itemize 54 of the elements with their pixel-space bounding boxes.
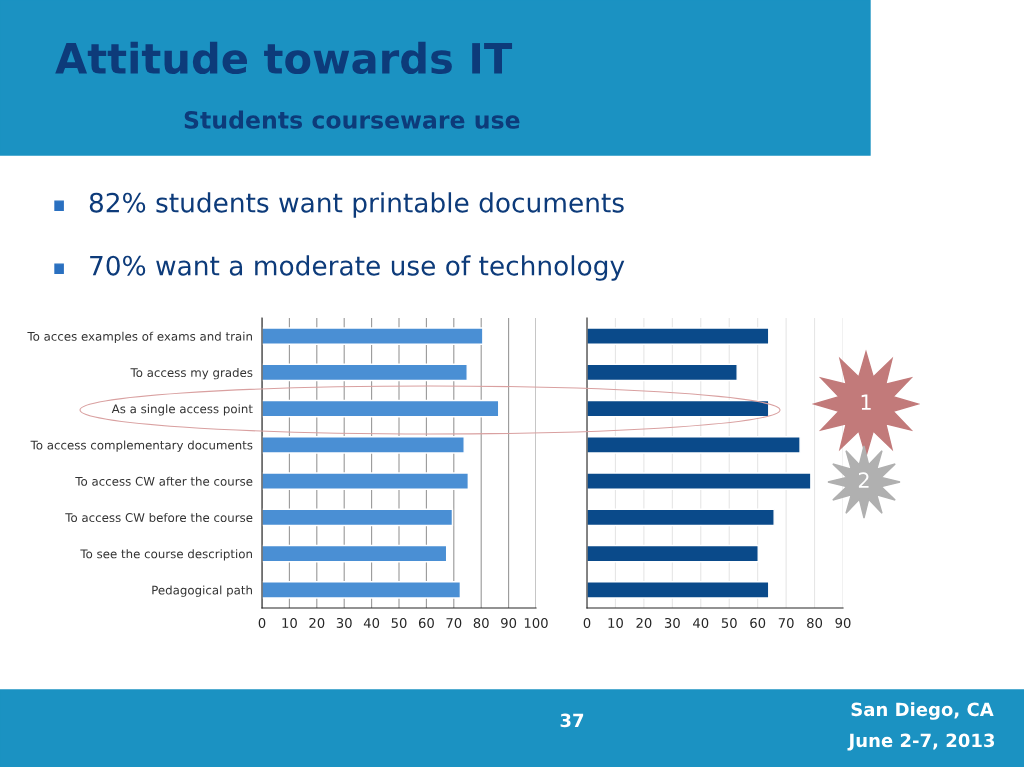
x-tick-label: 90 (501, 617, 517, 628)
bar (262, 508, 454, 527)
y-tick-label: To see the course description (80, 549, 252, 561)
bar (262, 472, 470, 490)
x-tick-label: 70 (446, 617, 462, 628)
x-tick-label: 80 (473, 617, 489, 628)
x-tick-label: 10 (608, 617, 623, 628)
bar (262, 581, 462, 599)
x-tick-label: 70 (778, 617, 794, 628)
bar (587, 399, 770, 418)
x-tick-label: 0 (583, 617, 591, 628)
bar (587, 327, 770, 345)
x-tick-label: 60 (750, 617, 766, 628)
y-tick-label: Pedagogical path (152, 585, 252, 597)
x-tick-label: 100 (524, 617, 548, 628)
x-tick-label: 30 (664, 617, 680, 628)
bar (587, 544, 759, 563)
text: 2 (858, 472, 869, 488)
text: 37 (560, 713, 584, 728)
x-tick-label: 10 (282, 617, 297, 628)
bar (587, 472, 812, 490)
x-tick-label: 0 (258, 617, 266, 628)
bar (262, 399, 500, 418)
x-tick-label: 30 (336, 617, 352, 628)
y-tick-label: To access CW before the course (65, 512, 253, 523)
text: 70% want a moderate use of technology (90, 255, 625, 281)
bar (587, 508, 775, 527)
x-tick-label: 20 (309, 617, 325, 628)
bar (262, 436, 465, 454)
y-tick-label: As a single access point (111, 404, 253, 416)
bar (587, 363, 738, 382)
y-tick-label: To access CW after the course (75, 476, 253, 486)
x-tick-label: 90 (835, 617, 851, 628)
text: June 2-7, 2013 (847, 733, 995, 751)
chart-title: Attitude towards IT (55, 41, 513, 75)
x-tick-label: 50 (721, 617, 737, 628)
x-tick-label: 80 (807, 617, 823, 628)
y-tick-label: To access my grades (130, 367, 253, 380)
bar (262, 363, 468, 382)
x-tick-label: 60 (418, 617, 434, 628)
bar (262, 327, 484, 345)
y-tick-label: To acces examples of exams and train (27, 331, 252, 344)
text: 1 (861, 394, 871, 410)
x-tick-label: 40 (363, 617, 380, 628)
chart-subtitle: Students courseware use (184, 110, 520, 129)
x-tick-label: 50 (391, 617, 407, 628)
y-tick-label: To access complementary documents (30, 440, 253, 452)
text: 82% students want printable documents (89, 192, 624, 218)
bar (587, 436, 801, 454)
x-tick-label: 20 (636, 617, 652, 628)
text: San Diego, CA (851, 702, 994, 720)
bar (587, 581, 770, 599)
bar (262, 544, 448, 563)
x-tick-label: 40 (693, 617, 709, 628)
